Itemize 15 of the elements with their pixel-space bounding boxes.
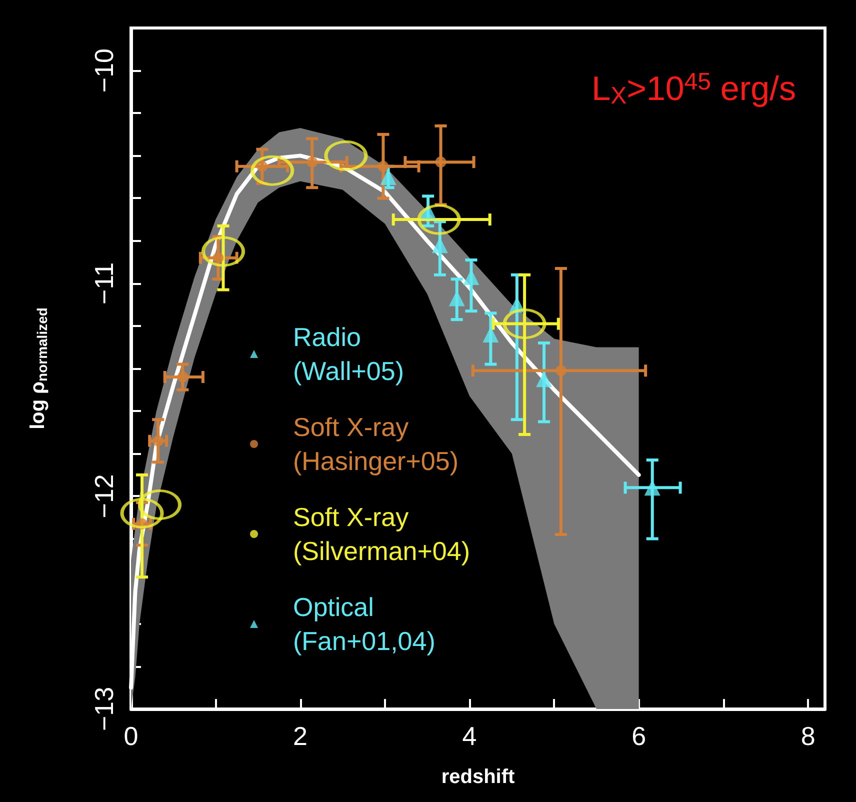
x-tick-label: 4 bbox=[462, 721, 477, 751]
legend-label: Optical (Fan+01,04) bbox=[293, 592, 436, 656]
y-tick-label: −12 bbox=[89, 474, 119, 518]
y-tick-label: −13 bbox=[89, 686, 119, 732]
y-tick-label: −11 bbox=[89, 262, 119, 304]
x-tick-label: 8 bbox=[800, 721, 816, 751]
legend-label: Soft X-ray (Silverman+04) bbox=[293, 502, 470, 566]
x-tick-label: 6 bbox=[632, 721, 646, 751]
legend-label: Soft X-ray (Hasinger+05) bbox=[293, 412, 458, 476]
legend-label: Radio (Wall+05) bbox=[293, 322, 404, 386]
x-tick-label: 0 bbox=[124, 721, 138, 751]
x-axis-title: redshift bbox=[441, 766, 516, 788]
y-axis-title: log ρnormalized bbox=[27, 308, 50, 430]
x-tick-label: 2 bbox=[293, 721, 308, 751]
y-tick-label: −10 bbox=[89, 48, 119, 93]
